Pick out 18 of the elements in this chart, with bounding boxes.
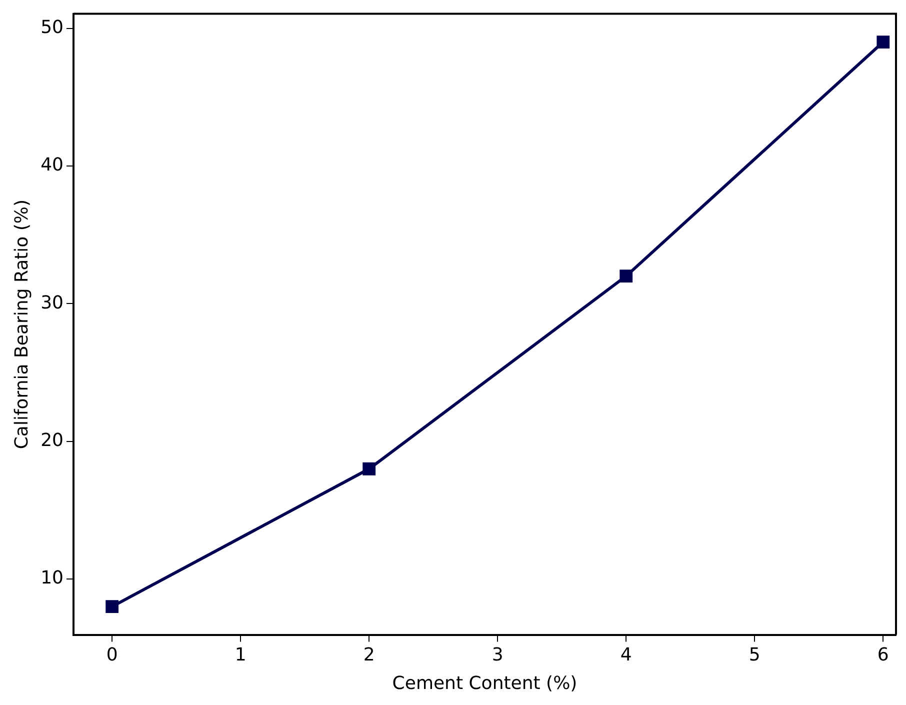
x-tick-label: 1 xyxy=(234,644,246,666)
y-tick-label: 50 xyxy=(40,16,64,38)
x-tick-label: 5 xyxy=(748,644,760,666)
y-tick-label: 20 xyxy=(40,430,64,452)
point xyxy=(362,462,376,476)
x-tick-label: 6 xyxy=(877,644,889,666)
point xyxy=(106,600,119,614)
point xyxy=(876,36,890,48)
x-tick-label: 4 xyxy=(620,644,632,666)
x-tick-label: 0 xyxy=(106,644,118,666)
point xyxy=(620,270,633,283)
x-tick-label: 3 xyxy=(492,644,504,666)
y-axis-title: California Bearing Ratio (%) xyxy=(11,199,32,450)
x-axis-title: Cement Content (%) xyxy=(392,672,578,694)
x-tick-label: 2 xyxy=(363,644,375,666)
y-tick-label: 30 xyxy=(40,292,64,314)
y-tick-label: 10 xyxy=(40,568,64,589)
y-tick-label: 40 xyxy=(40,154,64,176)
